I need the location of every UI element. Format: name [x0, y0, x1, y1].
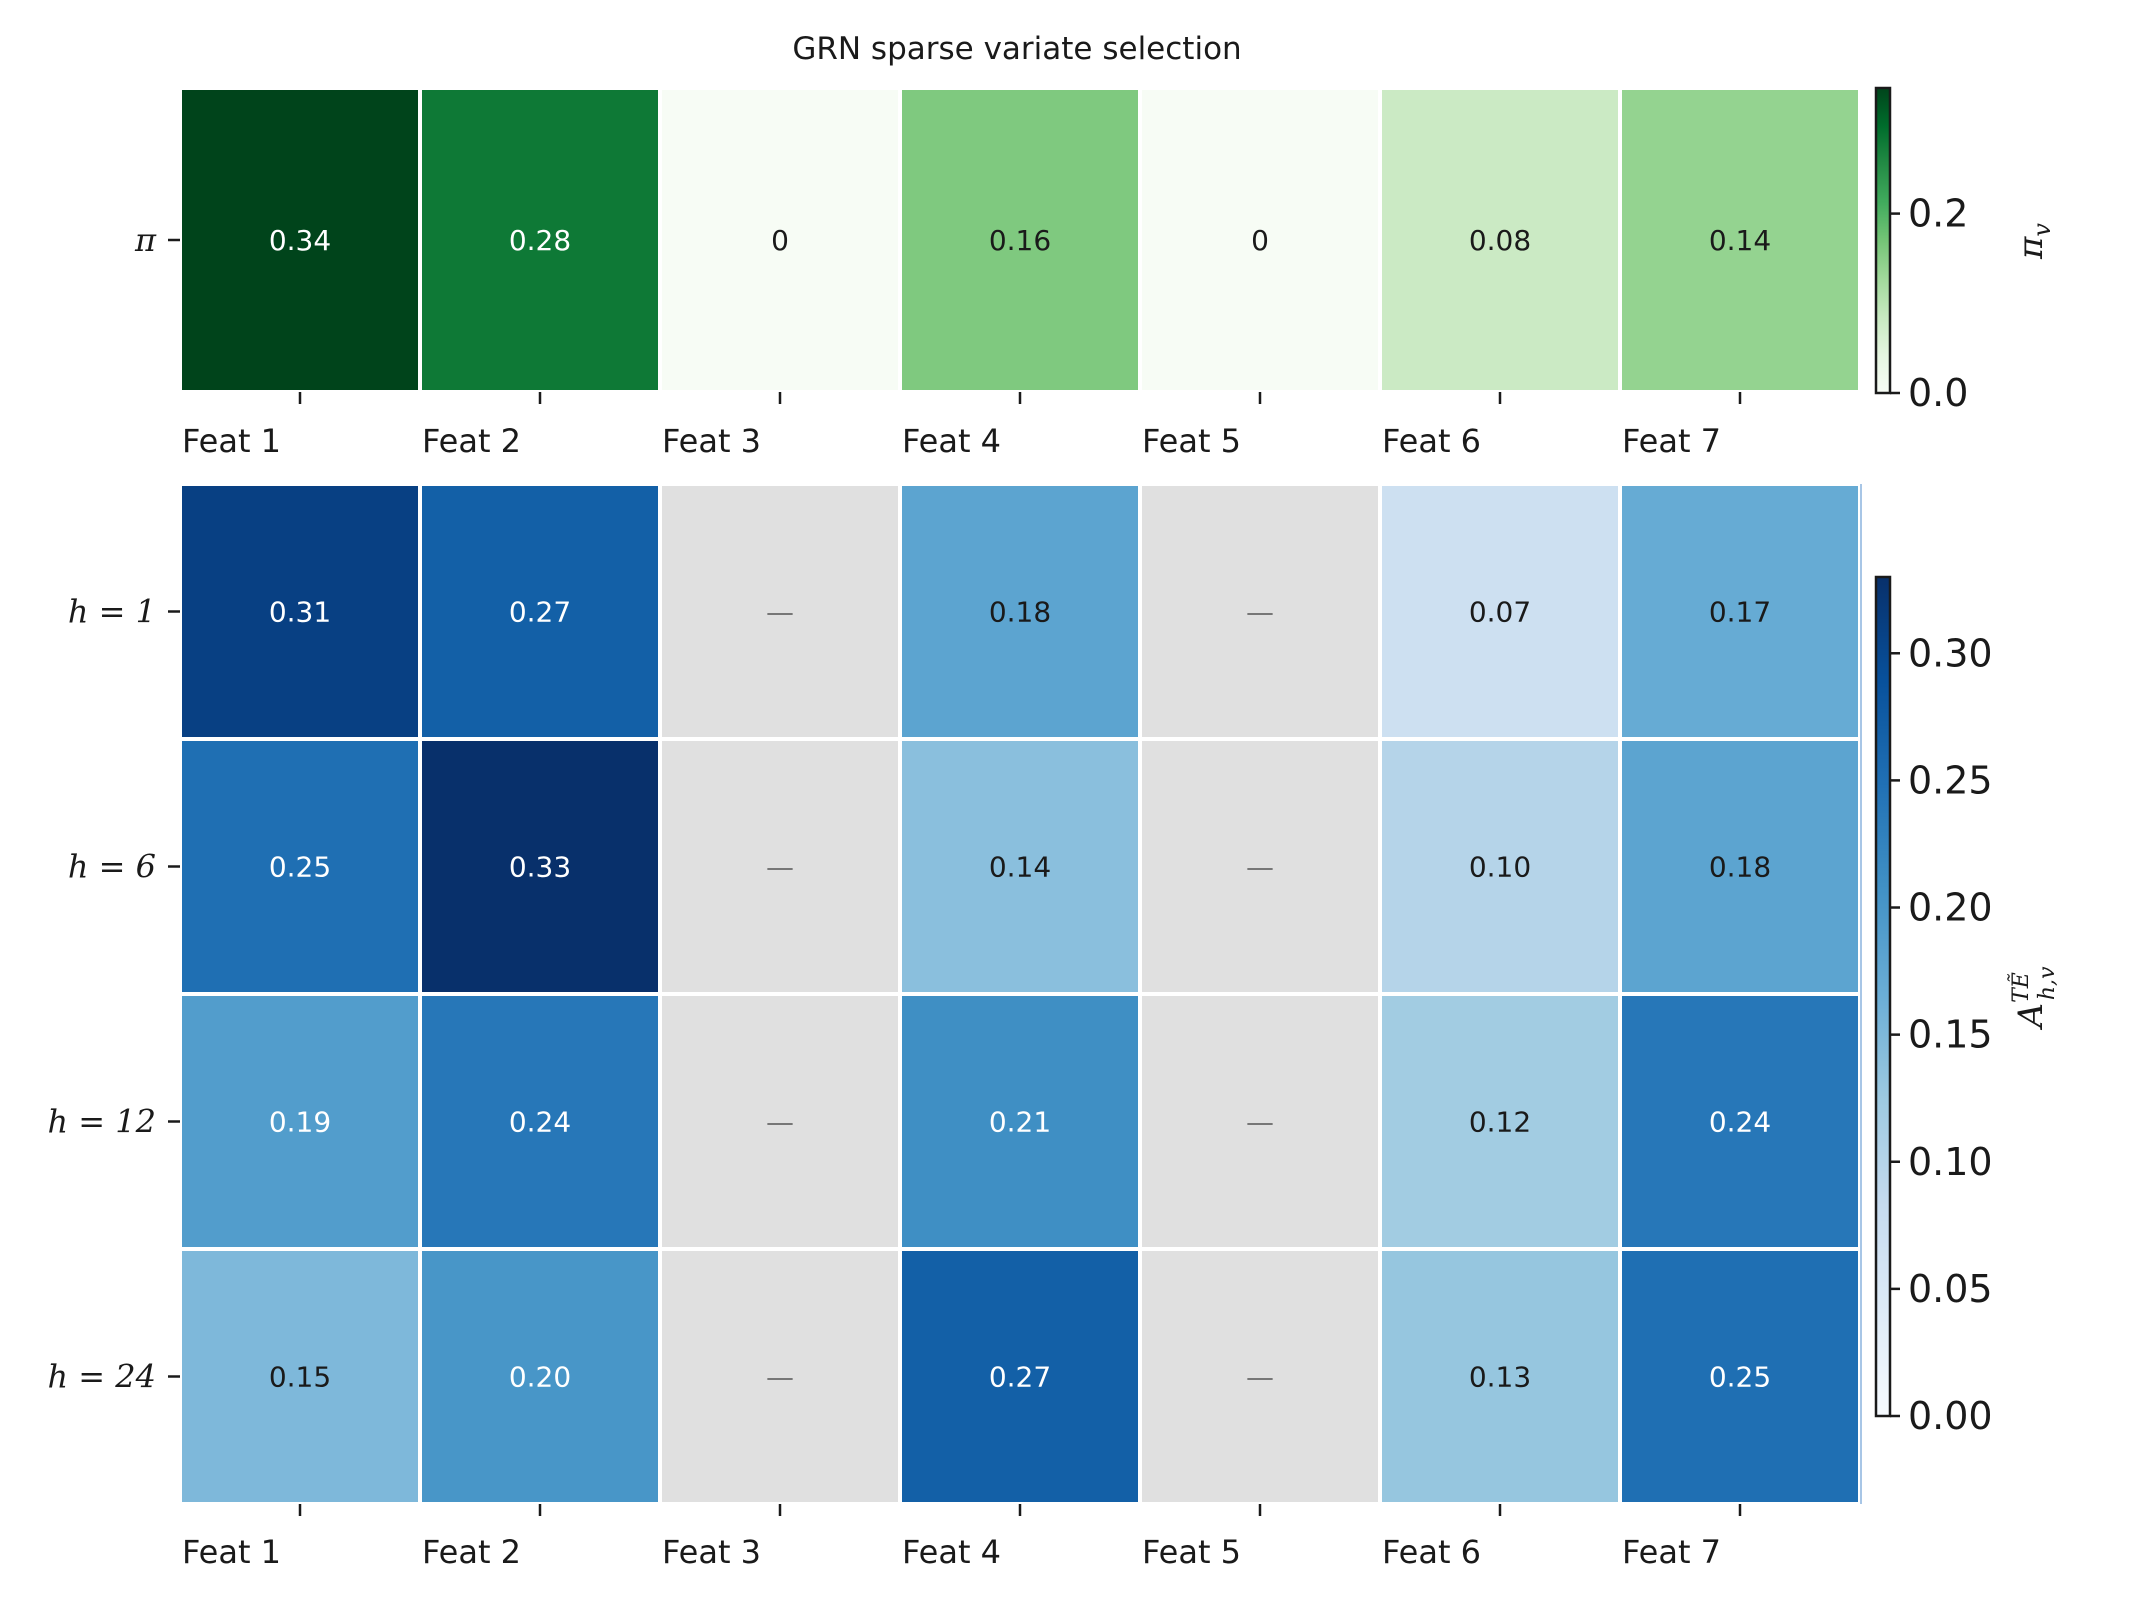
x-tick-label: Feat 3: [662, 1533, 761, 1571]
cell-value-label: 0.27: [509, 596, 571, 629]
cell-value-label: 0.24: [509, 1106, 571, 1139]
y-tick-label: h = 12: [48, 1103, 156, 1141]
x-tick-label: Feat 7: [1622, 1533, 1721, 1571]
heatmap-cell: [898, 737, 1142, 996]
colorbar-tick-label: 0.10: [1908, 1140, 1993, 1184]
cell-value-label: 0.15: [269, 1361, 331, 1394]
heatmap-cell: [1618, 737, 1862, 996]
x-tick-label: Feat 6: [1382, 422, 1481, 460]
x-tick-label: Feat 7: [1622, 422, 1721, 460]
x-tick-label: Feat 6: [1382, 1533, 1481, 1571]
cell-value-label: 0.25: [1709, 1361, 1771, 1394]
cell-value-label: 0.25: [269, 851, 331, 884]
heatmap-cell: [658, 86, 902, 394]
colorbar-tick-label: 0.30: [1908, 631, 1993, 675]
cell-value-label: —: [766, 1106, 794, 1139]
colorbar-label-attention: ATẼh,v: [2006, 966, 2060, 1030]
y-tick-label: π: [134, 221, 157, 259]
cell-value-label: —: [766, 851, 794, 884]
cell-value-label: 0.19: [269, 1106, 331, 1139]
cell-value-label: 0.33: [509, 851, 571, 884]
cell-value-label: 0.21: [989, 1106, 1051, 1139]
cell-value-label: —: [1246, 1361, 1274, 1394]
colorbar-tick-label: 0.20: [1908, 886, 1993, 930]
cell-value-label: 0.08: [1469, 224, 1531, 257]
colorbar: [1874, 575, 1892, 1418]
cell-value-label: 0.27: [989, 1361, 1051, 1394]
y-tick-label: h = 1: [68, 593, 156, 631]
x-tick-label: Feat 4: [902, 422, 1001, 460]
colorbar-tick-label: 0.25: [1908, 758, 1993, 802]
cell-value-label: 0.12: [1469, 1106, 1531, 1139]
y-tick-label: h = 24: [48, 1358, 156, 1396]
cell-value-label: 0.28: [509, 224, 571, 257]
cell-value-label: 0.18: [1709, 851, 1771, 884]
heatmap-cell: [898, 1247, 1142, 1506]
attention-heatmap: 0.31 0.27 — 0.18 — 0.07 0.17 h = 1 0.25 0.33 — 0.14…: [48, 482, 1862, 1571]
cell-value-label: 0.13: [1469, 1361, 1531, 1394]
cell-value-label: 0.17: [1709, 596, 1771, 629]
cell-value-label: 0.14: [1709, 224, 1771, 257]
colorbars: 0.0 0.2 0.00 0.05 0.10 0.15 0.20 0.25 0.30 πv ATẼh…: [1874, 86, 2060, 1438]
cell-value-label: 0.34: [269, 224, 331, 257]
heatmap-cell: [658, 992, 902, 1251]
heatmap-cell: [1138, 737, 1382, 996]
heatmap-cell: [418, 737, 662, 996]
colorbar-tick-label: 0.05: [1908, 1267, 1993, 1311]
cell-value-label: 0.16: [989, 224, 1051, 257]
chart-title: GRN sparse variate selection: [792, 31, 1241, 67]
cell-value-label: 0.20: [509, 1361, 571, 1394]
colorbar-tick-label: 0.2: [1908, 192, 1968, 236]
colorbar-label-pi: πv: [2011, 223, 2056, 260]
x-tick-label: Feat 2: [422, 1533, 521, 1571]
heatmap-cell: [178, 1247, 422, 1506]
x-tick-label: Feat 1: [182, 422, 281, 460]
colorbar-tick-label: 0.0: [1908, 371, 1968, 415]
x-tick-label: Feat 3: [662, 422, 761, 460]
heatmap-cell: [1378, 86, 1622, 394]
heatmap-cell: [1138, 1247, 1382, 1506]
cell-value-label: —: [1246, 596, 1274, 629]
cell-value-label: 0.14: [989, 851, 1051, 884]
cell-value-label: 0.18: [989, 596, 1051, 629]
cell-value-label: 0.10: [1469, 851, 1531, 884]
heatmap-cell: [178, 482, 422, 741]
heatmap-cell: [418, 86, 662, 394]
x-tick-label: Feat 1: [182, 1533, 281, 1571]
heatmap-cell: [1138, 482, 1382, 741]
heatmap-cell: [1618, 482, 1862, 741]
heatmap-cell: [898, 992, 1142, 1251]
heatmap-cell: [1618, 1247, 1862, 1506]
x-tick-label: Feat 5: [1142, 1533, 1241, 1571]
heatmap-cell: [1618, 992, 1862, 1251]
y-tick-label: h = 6: [68, 848, 156, 886]
cell-value-label: 0.07: [1469, 596, 1531, 629]
cell-value-label: 0: [1251, 224, 1269, 257]
heatmap-cell: [1378, 992, 1622, 1251]
cell-value-label: —: [766, 596, 794, 629]
cell-value-label: 0.24: [1709, 1106, 1771, 1139]
heatmap-cell: [898, 482, 1142, 741]
colorbar: [1874, 86, 1892, 395]
cell-value-label: 0: [771, 224, 789, 257]
cell-value-label: —: [1246, 1106, 1274, 1139]
cell-value-label: 0.31: [269, 596, 331, 629]
colorbar-tick-label: 0.00: [1908, 1394, 1993, 1438]
heatmap-cell: [898, 86, 1142, 394]
pi-heatmap: 0.34 0.28 0 0.16 0 0.08 0.14 π Feat 1 Feat 2 Feat …: [134, 86, 1862, 460]
heatmap-cell: [178, 737, 422, 996]
x-tick-label: Feat 4: [902, 1533, 1001, 1571]
x-tick-label: Feat 2: [422, 422, 521, 460]
heatmap-cell: [178, 86, 422, 394]
cell-value-label: —: [766, 1361, 794, 1394]
x-tick-label: Feat 5: [1142, 422, 1241, 460]
heatmap-cell: [658, 737, 902, 996]
colorbar-tick-label: 0.15: [1908, 1013, 1993, 1057]
cell-value-label: —: [1246, 851, 1274, 884]
